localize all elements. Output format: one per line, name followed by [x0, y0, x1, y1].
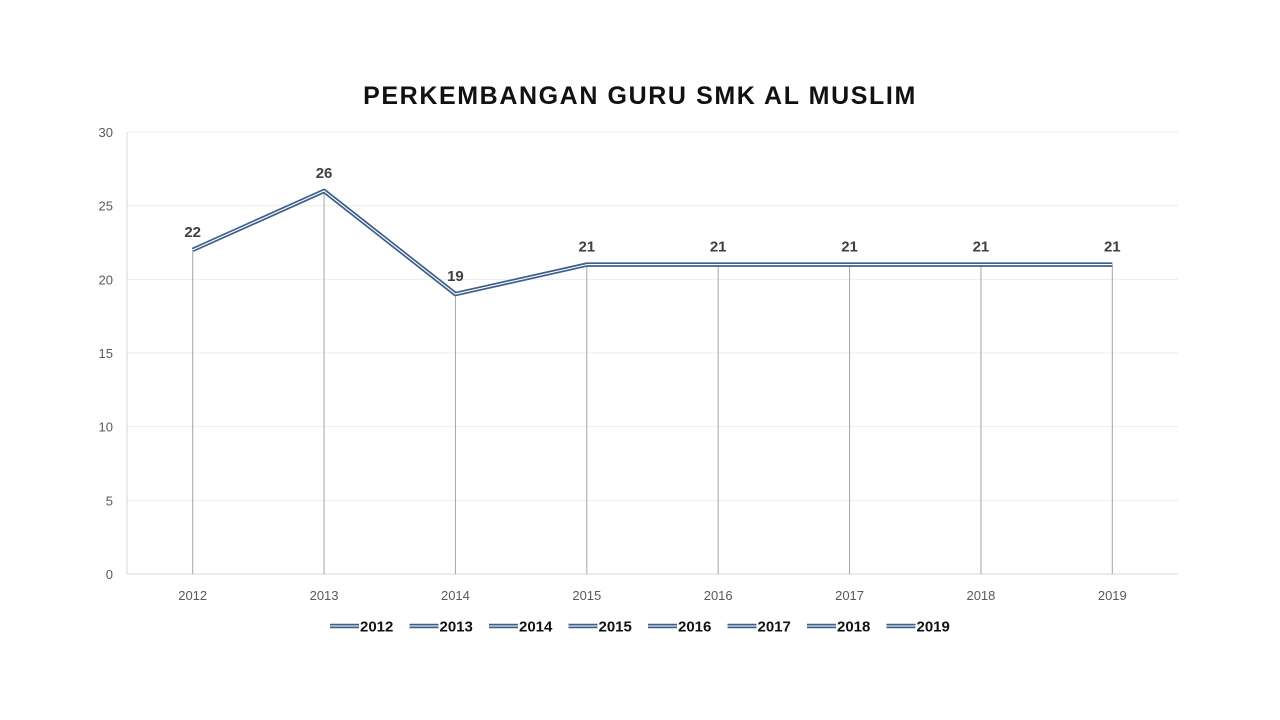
legend-item: 2018	[807, 619, 870, 636]
y-tick-label: 30	[99, 125, 113, 140]
legend-label: 2016	[678, 619, 711, 636]
data-label: 21	[578, 239, 595, 256]
series	[191, 188, 1113, 297]
legend-label: 2014	[519, 619, 553, 636]
y-tick-label: 20	[99, 272, 113, 287]
x-tick-label: 2017	[835, 588, 864, 603]
x-tick-label: 2016	[704, 588, 733, 603]
x-tick-label: 2014	[441, 588, 470, 603]
data-label: 22	[184, 224, 201, 241]
data-labels: 22 26 19 21 21 21 21 21	[184, 165, 1120, 285]
legend-item: 2014	[489, 619, 553, 636]
y-tick-label: 25	[99, 199, 113, 214]
legend-item: 2016	[648, 619, 711, 636]
x-tick-label: 2019	[1098, 588, 1127, 603]
legend-item: 2017	[727, 619, 791, 636]
data-label: 26	[316, 165, 333, 182]
data-label: 21	[973, 239, 990, 256]
data-label: 21	[710, 239, 727, 256]
drop-lines	[192, 190, 1113, 574]
y-tick-label: 0	[106, 567, 113, 582]
legend: 2012 2013 2014 2015 2016 2017 2018 2019	[330, 619, 950, 636]
y-tick-label: 5	[106, 493, 113, 508]
x-tick-label: 2012	[178, 588, 207, 603]
data-label: 19	[447, 268, 464, 285]
legend-label: 2018	[837, 619, 870, 636]
chart-title: PERKEMBANGAN GURU SMK AL MUSLIM	[363, 82, 917, 110]
legend-item: 2015	[568, 619, 632, 636]
data-label: 21	[1104, 239, 1121, 256]
x-tick-label: 2013	[310, 588, 339, 603]
legend-label: 2019	[917, 619, 950, 636]
legend-item: 2012	[330, 619, 393, 636]
axes	[126, 132, 1178, 575]
data-label: 21	[841, 239, 858, 256]
legend-item: 2013	[409, 619, 473, 636]
y-tick-label: 10	[99, 420, 113, 435]
legend-label: 2012	[360, 619, 393, 636]
tick-labels: 0 5 10 15 20 25 30 2012 2013 2014 2015 2016 2017 2018…	[99, 125, 1127, 603]
legend-label: 2015	[599, 619, 632, 636]
series-line-highlight	[192, 190, 1113, 295]
x-tick-label: 2018	[966, 588, 995, 603]
y-tick-label: 15	[99, 346, 113, 361]
legend-item: 2019	[886, 619, 950, 636]
x-tick-label: 2015	[572, 588, 601, 603]
gridlines	[127, 131, 1178, 501]
legend-label: 2013	[440, 619, 473, 636]
legend-label: 2017	[758, 619, 791, 636]
